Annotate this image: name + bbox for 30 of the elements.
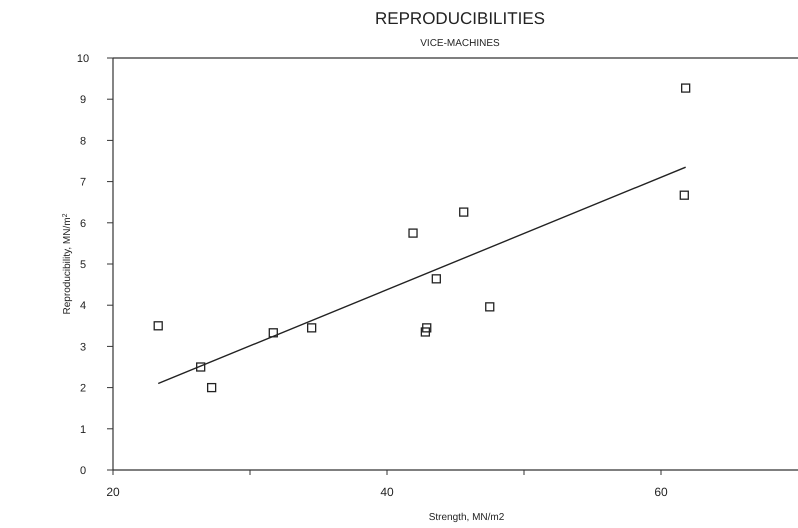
x-tick-label: 20: [106, 485, 120, 499]
x-tick-label: 60: [654, 485, 668, 499]
point: [680, 190, 689, 200]
point: [408, 228, 418, 238]
y-tick-label: 9: [80, 94, 86, 106]
y-tick-label: 6: [80, 218, 86, 230]
chart-title: REPRODUCIBILITIES: [374, 9, 546, 28]
point: [432, 274, 441, 284]
point: [154, 321, 163, 330]
y-tick-label: 7: [80, 176, 86, 189]
y-tick-label: 4: [80, 300, 86, 312]
point: [196, 362, 206, 372]
chart-subtitle: VICE-MACHINES: [420, 38, 500, 49]
x-axis-title: Strength, MN/m2: [428, 512, 505, 523]
point: [459, 207, 468, 217]
y-tick-label: 5: [80, 259, 86, 271]
y-tick-label: 3: [80, 341, 86, 354]
point: [307, 323, 316, 333]
point: [681, 83, 690, 93]
point: [420, 327, 430, 337]
x-tick-label: 40: [380, 485, 394, 499]
point: [206, 382, 216, 392]
y-tick-label: 2: [80, 382, 86, 395]
y-tick-label: 0: [80, 465, 86, 477]
point: [422, 323, 432, 333]
point: [485, 302, 494, 312]
y-tick-label: 10: [76, 53, 90, 65]
point: [268, 328, 278, 338]
y-tick-label: 1: [80, 424, 86, 436]
y-tick-label: 8: [80, 135, 86, 148]
